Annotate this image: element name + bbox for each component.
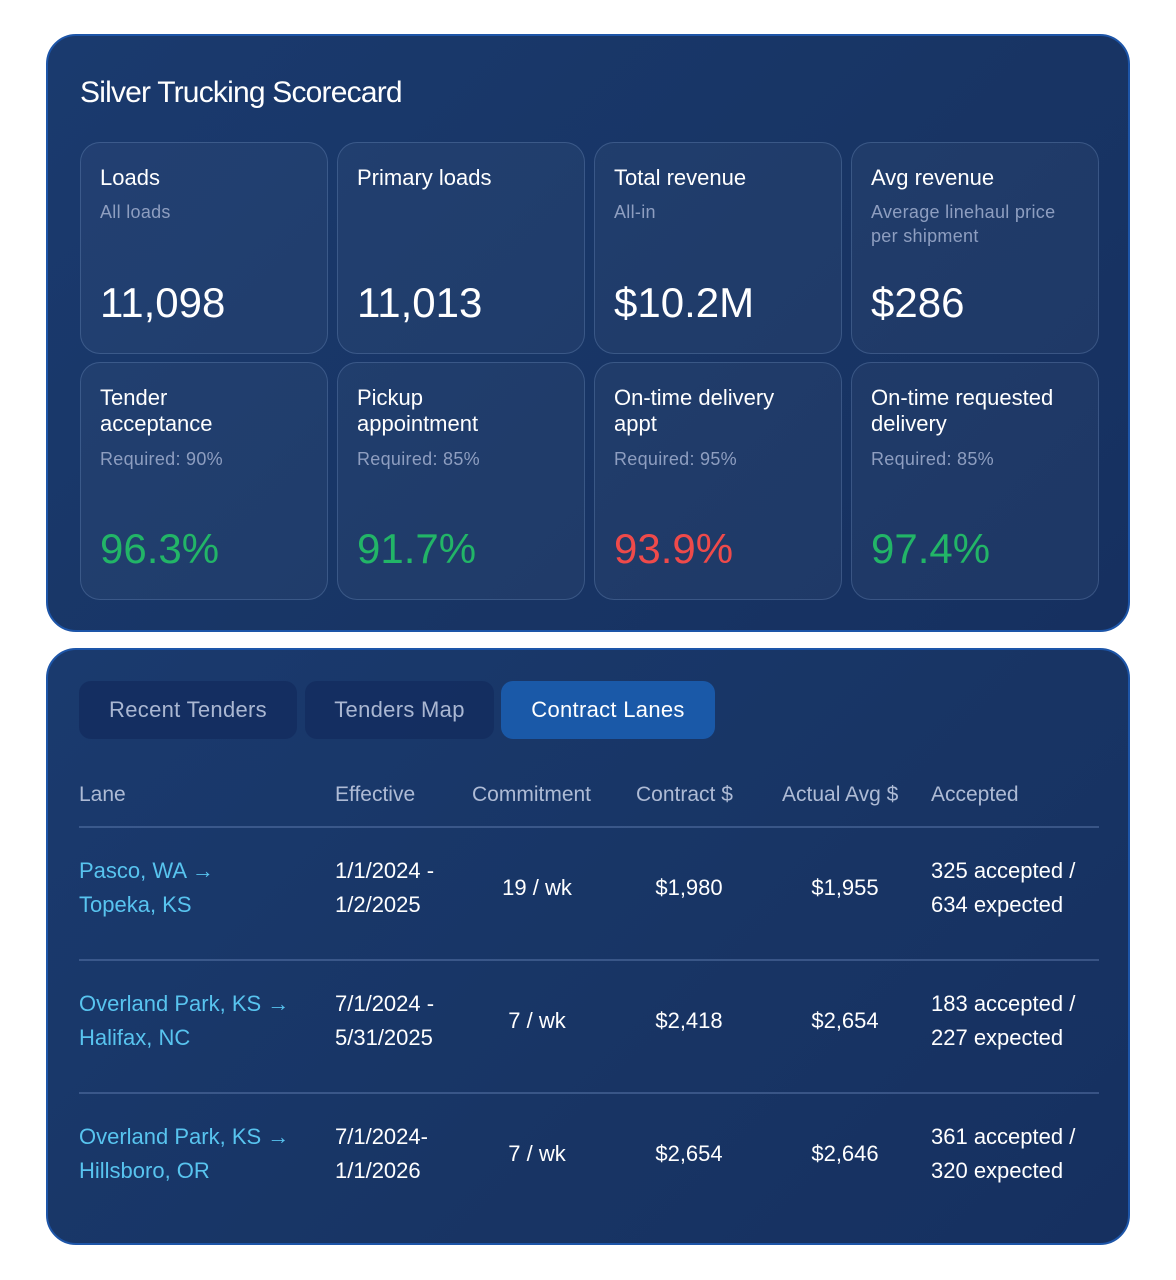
metric-card-avg-revenue: Avg revenue Average linehaul price per s…	[851, 142, 1099, 354]
contract-lanes-panel: Recent Tenders Tenders Map Contract Lane…	[46, 648, 1130, 1245]
metric-value: 11,098	[100, 279, 226, 326]
tab-tenders-map[interactable]: Tenders Map	[305, 681, 494, 739]
contract-price: $1,980	[655, 875, 723, 900]
kpi-value: 96.3%	[100, 525, 220, 572]
metric-value: 11,013	[357, 279, 483, 326]
column-header-lane[interactable]: Lane	[79, 783, 126, 806]
kpi-required: Required: 85%	[357, 449, 480, 469]
metric-value: $286	[871, 279, 965, 326]
metric-label: Avg revenue	[871, 165, 995, 190]
tab-contract-lanes[interactable]: Contract Lanes	[501, 681, 715, 739]
kpi-card-on-time-requested-delivery: On-time requested delivery Required: 85%…	[851, 362, 1099, 600]
kpi-required: Required: 95%	[614, 449, 737, 469]
kpi-card-pickup-appointment: Pickup appointment Required: 85% 91.7%	[337, 362, 585, 600]
actual-avg-price: $2,646	[811, 1141, 879, 1166]
kpi-required: Required: 85%	[871, 449, 994, 469]
scorecard-panel: Silver Trucking Scorecard Loads All load…	[46, 34, 1130, 632]
metric-card-loads: Loads All loads 11,098	[80, 142, 328, 354]
metric-sub: All loads	[100, 202, 171, 222]
lane-link[interactable]: Overland Park, KS → Hillsboro, OR	[79, 1124, 290, 1183]
effective-dates: 7/1/2024- 1/1/2026	[335, 1124, 428, 1183]
lane-link[interactable]: Pasco, WA → Topeka, KS	[79, 858, 214, 917]
actual-avg-price: $2,654	[811, 1008, 879, 1033]
commitment: 7 / wk	[508, 1141, 566, 1166]
kpi-value: 97.4%	[871, 525, 991, 572]
lane-link[interactable]: Overland Park, KS → Halifax, NC	[79, 991, 290, 1050]
metric-card-primary-loads: Primary loads 11,013	[337, 142, 585, 354]
kpi-card-tender-acceptance: Tender acceptance Required: 90% 96.3%	[80, 362, 328, 600]
column-header-commitment[interactable]: Commitment	[472, 783, 592, 806]
metric-label: Total revenue	[614, 165, 747, 190]
contract-price: $2,654	[655, 1141, 723, 1166]
effective-dates: 7/1/2024 -5/31/2025	[335, 991, 435, 1050]
metric-sub: Average linehaul price per shipment	[871, 202, 1056, 246]
row-divider	[79, 1092, 1099, 1094]
column-header-actual-avg[interactable]: Actual Avg $	[782, 783, 899, 806]
kpi-label: On-time delivery appt	[614, 385, 775, 436]
kpi-value: 93.9%	[614, 525, 734, 572]
metric-label: Primary loads	[357, 165, 492, 190]
kpi-label: On-time requested delivery	[871, 385, 1054, 436]
scorecard-title: Silver Trucking Scorecard	[80, 76, 403, 109]
contract-price: $2,418	[655, 1008, 723, 1033]
tab-recent-tenders[interactable]: Recent Tenders	[79, 681, 297, 739]
column-header-contract[interactable]: Contract $	[636, 783, 733, 806]
kpi-label: Tender acceptance	[100, 385, 213, 436]
effective-dates: 1/1/2024 -1/2/2025	[335, 858, 435, 917]
commitment: 19 / wk	[502, 875, 572, 900]
column-header-accepted[interactable]: Accepted	[931, 783, 1019, 806]
kpi-required: Required: 90%	[100, 449, 223, 469]
kpi-label: Pickup appointment	[357, 385, 479, 436]
kpi-card-on-time-delivery-appt: On-time delivery appt Required: 95% 93.9…	[594, 362, 842, 600]
row-divider	[79, 959, 1099, 961]
column-header-effective[interactable]: Effective	[335, 783, 416, 806]
metric-sub: All-in	[614, 202, 656, 222]
actual-avg-price: $1,955	[811, 875, 879, 900]
accepted-count: 183 accepted /227 expected	[931, 991, 1076, 1050]
metric-card-total-revenue: Total revenue All-in $10.2M	[594, 142, 842, 354]
accepted-count: 325 accepted /634 expected	[931, 858, 1076, 917]
metric-label: Loads	[100, 165, 160, 190]
commitment: 7 / wk	[508, 1008, 566, 1033]
kpi-value: 91.7%	[357, 525, 477, 572]
accepted-count: 361 accepted /320 expected	[931, 1124, 1076, 1183]
header-divider	[79, 826, 1099, 828]
metric-value: $10.2M	[614, 279, 755, 326]
